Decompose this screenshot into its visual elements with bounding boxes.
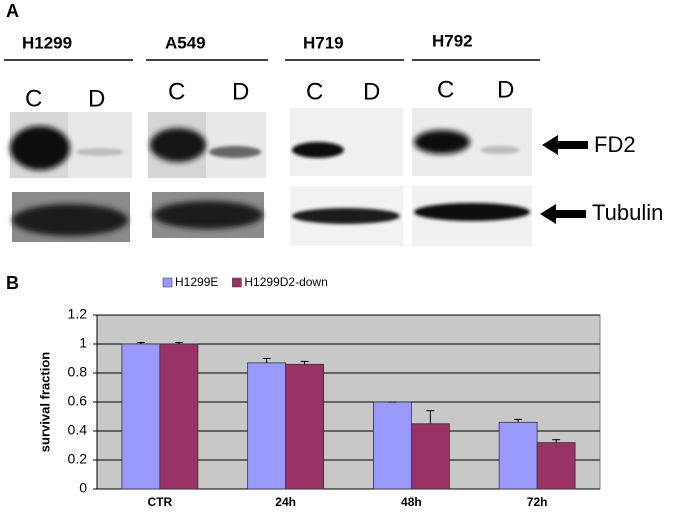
cell-line: H1299	[22, 33, 72, 52]
lane-label: D	[232, 78, 249, 105]
y-axis-title: survival fraction	[37, 352, 52, 452]
bar	[247, 362, 287, 490]
y-tick-label: 1	[79, 335, 87, 351]
legend-swatch	[232, 277, 242, 288]
cell-line: H719	[303, 33, 344, 52]
lane-label: C	[306, 78, 323, 105]
legend-label: H1299D2-down	[244, 275, 327, 289]
bar	[498, 421, 538, 490]
marker-label: FD2	[594, 132, 636, 157]
panel-label: B	[6, 273, 19, 293]
y-tick-label: 0.6	[68, 393, 88, 409]
legend-label: H1299E	[175, 275, 218, 289]
bar	[285, 363, 325, 490]
arrows	[540, 135, 588, 224]
panel-label: A	[6, 1, 19, 21]
blots	[10, 108, 532, 246]
lane-label: D	[497, 76, 514, 103]
lane-label: C	[168, 78, 185, 105]
y-tick-label: 0.2	[68, 451, 88, 467]
x-tick-label: 72h	[527, 495, 548, 509]
lane-label: D	[88, 85, 105, 112]
bar	[372, 401, 412, 490]
y-tick-label: 0.4	[68, 422, 88, 438]
lane-label: C	[25, 85, 42, 112]
bar	[536, 442, 576, 490]
legend-swatch	[162, 277, 173, 288]
bar-chart: 0 0.2 0.4 0.6 0.8 1 1.2 survival fraction CTR 24h…	[37, 275, 601, 509]
x-tick-label: 24h	[275, 495, 296, 509]
marker-label: Tubulin	[592, 200, 663, 225]
cell-line: H792	[432, 31, 473, 50]
lane-label: C	[437, 76, 454, 103]
lane-label: D	[363, 78, 380, 105]
y-tick-label: 1.2	[68, 306, 88, 322]
bar	[159, 343, 199, 490]
bar	[410, 423, 450, 490]
y-tick-label: 0	[79, 480, 87, 496]
x-tick-label: 48h	[401, 495, 422, 509]
bar	[121, 343, 161, 490]
y-tick-label: 0.8	[68, 364, 88, 380]
x-tick-label: CTR	[148, 495, 173, 509]
cell-line: A549	[165, 33, 206, 52]
